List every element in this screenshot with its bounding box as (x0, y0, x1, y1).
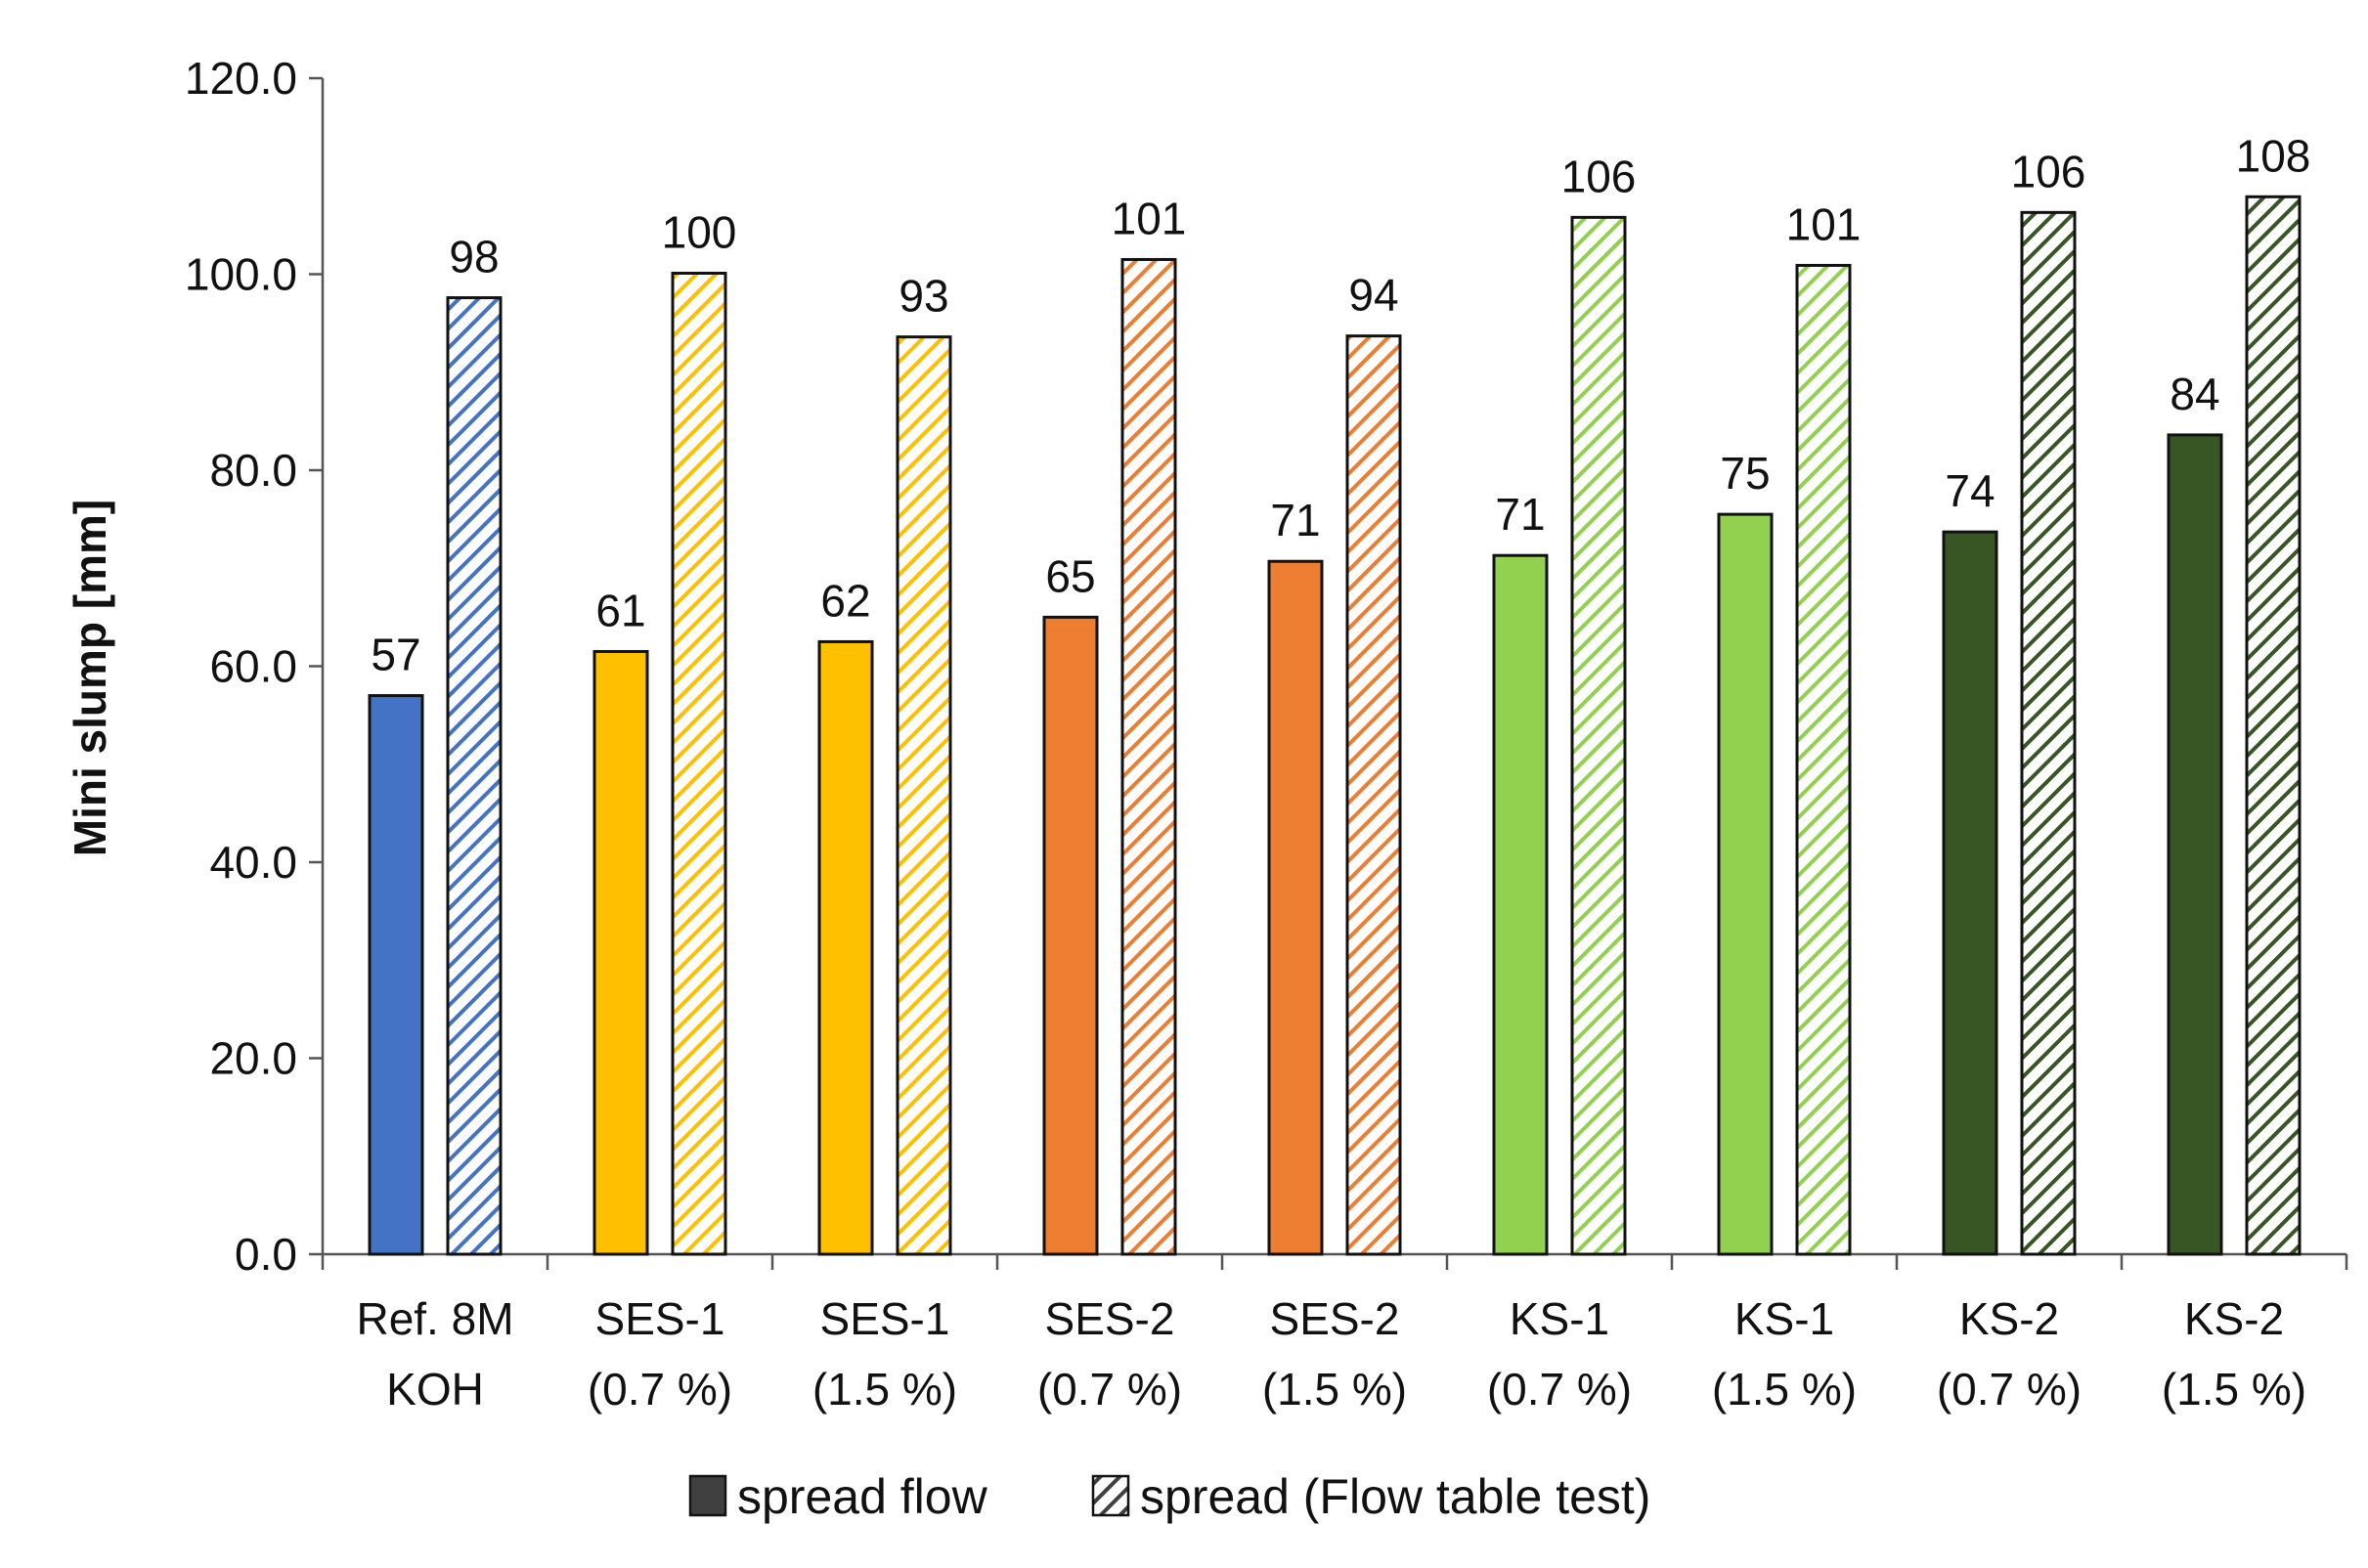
legend-label: spread flow (737, 1469, 988, 1524)
data-label: 75 (1720, 448, 1770, 499)
data-label: 100 (662, 206, 737, 257)
data-label: 94 (1348, 270, 1398, 321)
data-label: 84 (2170, 369, 2219, 419)
x-tick-label: KS-1 (1734, 1293, 1834, 1344)
data-label: 71 (1495, 489, 1545, 540)
bar-spread-flow (1492, 553, 1549, 1256)
x-tick-label: KS-2 (1959, 1293, 2059, 1344)
x-tick-label: (0.7 %) (1037, 1364, 1182, 1415)
x-tick-label: SES-1 (595, 1293, 725, 1344)
y-tick-label: 120.0 (185, 53, 297, 104)
axes: 0.0 20.0 40.0 60.0 80.0 100.0 120.0 Mini slump … (65, 53, 2348, 1415)
y-axis-title: Mini slump [mm] (65, 500, 115, 856)
x-tick-label: SES-2 (1270, 1293, 1400, 1344)
data-labels: 57 98 61 100 62 93 65 101 71 94 71 106 75 101 74 106 84 1… (371, 130, 2310, 679)
bar-spread-flow (1942, 530, 1998, 1256)
data-label: 101 (1112, 193, 1187, 243)
x-tick-label: (0.7 %) (1937, 1364, 2082, 1415)
y-tick-label: 80.0 (209, 445, 297, 496)
x-tick-label: (1.5 %) (1262, 1364, 1407, 1415)
x-tick-label: (1.5 %) (812, 1364, 957, 1415)
y-tick-label: 20.0 (209, 1033, 297, 1084)
bar-spread-flow-table (446, 296, 503, 1256)
bar-spread-flow (368, 694, 424, 1256)
bar-spread-flow (1042, 615, 1099, 1256)
x-tick-label: (1.5 %) (1712, 1364, 1857, 1415)
x-tick-label: SES-2 (1045, 1293, 1175, 1344)
y-tick-label: 100.0 (185, 249, 297, 300)
bar-spread-flow-table (2020, 210, 2077, 1256)
legend: spread flow spread (Flow table test) (688, 1469, 1650, 1524)
bar-spread-flow (2167, 433, 2223, 1256)
x-tick-label: SES-1 (820, 1293, 950, 1344)
data-label: 106 (1561, 151, 1637, 201)
bar-spread-flow-table (1795, 263, 1852, 1256)
data-label: 108 (2236, 130, 2311, 181)
y-tick-label: 40.0 (209, 837, 297, 888)
data-label: 71 (1270, 495, 1320, 545)
bar-spread-flow-table (671, 271, 727, 1256)
x-tick-label: KOH (386, 1364, 484, 1415)
bar-spread-flow (592, 649, 649, 1256)
data-label: 57 (371, 630, 420, 680)
bar-spread-flow-table (1120, 257, 1177, 1256)
bar-spread-flow-table (896, 335, 952, 1256)
legend-swatch-spread-flow-table (1091, 1474, 1130, 1517)
data-label: 93 (899, 271, 948, 322)
data-label: 62 (820, 575, 870, 626)
bar-spread-flow-table (2245, 195, 2302, 1256)
bar-spread-flow (1267, 559, 1324, 1256)
y-tick-label: 0.0 (235, 1229, 297, 1280)
bar-spread-flow (817, 639, 874, 1256)
x-tick-label: Ref. 8M (356, 1293, 513, 1344)
data-label: 101 (1786, 198, 1862, 249)
bar-spread-flow-table (1570, 215, 1627, 1256)
y-tick-label: 60.0 (209, 641, 297, 692)
x-tick-label: KS-1 (1510, 1293, 1609, 1344)
bars (368, 195, 2302, 1256)
data-label: 98 (449, 232, 499, 283)
x-tick-label: (0.7 %) (588, 1364, 732, 1415)
data-label: 74 (1945, 465, 1995, 516)
x-tick-label: (0.7 %) (1487, 1364, 1632, 1415)
bar-spread-flow (1717, 512, 1774, 1256)
x-tick-label: KS-2 (2184, 1293, 2284, 1344)
legend-swatch-spread-flow (688, 1474, 727, 1517)
legend-label: spread (Flow table test) (1140, 1469, 1650, 1524)
bar-spread-flow-table (1345, 334, 1402, 1256)
data-label: 61 (595, 585, 645, 635)
x-tick-label: (1.5 %) (2162, 1364, 2306, 1415)
data-label: 106 (2011, 146, 2086, 196)
data-label: 65 (1045, 550, 1095, 601)
